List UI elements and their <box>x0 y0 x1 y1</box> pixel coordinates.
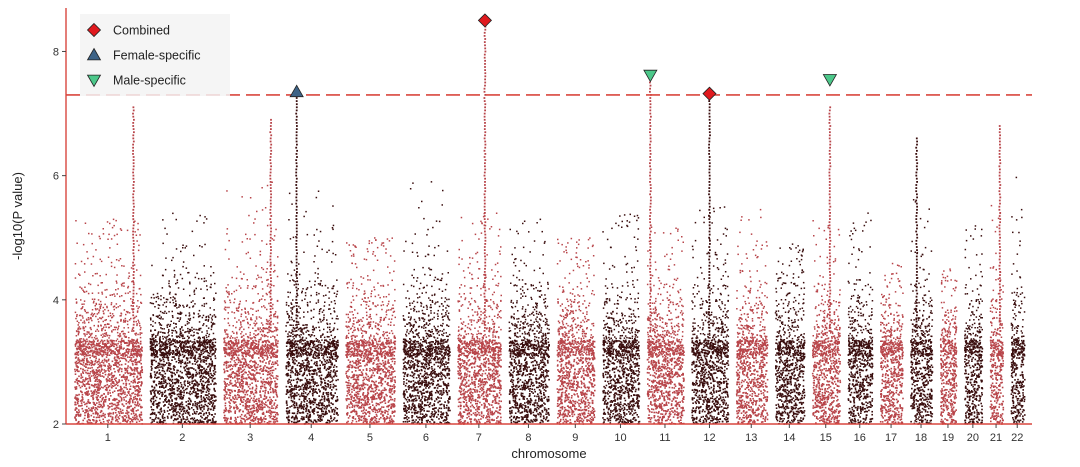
legend-marker-male-specific <box>86 74 102 88</box>
x-tick-label-chr-11: 11 <box>659 432 670 444</box>
x-tick-label-chr-13: 13 <box>745 432 757 444</box>
signal-column-chr3 <box>269 118 273 332</box>
x-tick-label-chr-15: 15 <box>820 432 832 444</box>
x-tick-label-chr-2: 2 <box>179 432 185 444</box>
snp-marker-combined-chr7 <box>477 13 492 28</box>
legend: Combined Female-specific Male-specific <box>80 14 230 96</box>
x-tick-label-chr-14: 14 <box>783 432 795 444</box>
legend-label-combined: Combined <box>113 24 170 38</box>
x-tick-label-chr-22: 22 <box>1011 432 1023 444</box>
x-axis-title: chromosome <box>511 446 586 461</box>
chromosome-1-points <box>74 218 144 425</box>
signal-columns <box>132 25 1002 332</box>
signal-column-chr11 <box>649 75 652 332</box>
legend-items: Combined Female-specific Male-specific <box>86 22 201 88</box>
y-tick-label: 6 <box>53 171 59 183</box>
signal-column-chr18 <box>915 137 919 332</box>
chromosome-9-points <box>556 237 596 425</box>
snp-marker-male-specific-chr11 <box>643 69 658 83</box>
x-tick-label-chr-19: 19 <box>942 432 954 444</box>
chromosome-20-points <box>964 225 984 425</box>
x-tick-label-chr-6: 6 <box>423 432 429 444</box>
chromosome-13-points <box>735 208 769 425</box>
chromosome-4-points <box>285 190 339 425</box>
snp-points <box>74 176 1026 425</box>
snp-marker-female-specific-chr4 <box>289 84 304 98</box>
x-tick-label-chr-21: 21 <box>990 432 1002 444</box>
signal-column-chr12 <box>708 94 711 332</box>
y-tick-label: 2 <box>53 419 59 431</box>
snp-marker-male-specific-chr15 <box>822 74 838 87</box>
x-tick-label-chr-10: 10 <box>614 432 626 444</box>
chromosome-18-points <box>910 199 934 425</box>
y-tick-label: 8 <box>53 46 59 58</box>
x-tick-label-chr-9: 9 <box>572 432 578 444</box>
chromosome-22-points <box>1010 176 1026 425</box>
y-axis-ticks: 2 4 6 8 <box>53 46 66 431</box>
x-tick-label-chr-12: 12 <box>703 432 715 444</box>
chromosome-7-points <box>457 212 502 425</box>
x-tick-label-chr-17: 17 <box>885 432 897 444</box>
x-tick-label-chr-8: 8 <box>525 432 531 444</box>
highlighted-snp-markers <box>289 13 838 101</box>
y-axis-title: -log10(P value) <box>10 172 25 260</box>
x-tick-label-chr-3: 3 <box>247 432 253 444</box>
legend-label-female-specific: Female-specific <box>113 49 201 63</box>
chromosome-16-points <box>847 212 874 425</box>
chromosome-14-points <box>774 243 806 425</box>
x-tick-label-chr-4: 4 <box>308 432 314 444</box>
chromosome-19-points <box>939 268 958 425</box>
x-tick-label-chr-20: 20 <box>967 432 979 444</box>
x-tick-label-chr-7: 7 <box>476 432 482 444</box>
x-tick-label-chr-18: 18 <box>915 432 927 444</box>
legend-marker-combined <box>86 22 102 38</box>
x-axis-ticks: 1 2 3 4 5 6 7 8 9 10 11 12 13 14 15 16 17 18 19 20 21 22 <box>105 424 1023 444</box>
signal-column-chr15 <box>828 106 832 332</box>
legend-marker-female-specific <box>86 47 102 61</box>
legend-background <box>80 14 230 96</box>
x-tick-label-chr-1: 1 <box>105 432 111 444</box>
legend-label-male-specific: Male-specific <box>113 74 186 88</box>
signal-column-chr21 <box>998 125 1002 332</box>
signal-column-chr4 <box>295 94 299 332</box>
chromosome-11-points <box>646 226 685 425</box>
chromosome-17-points <box>879 262 904 425</box>
chromosome-2-points <box>149 212 217 425</box>
x-tick-label-chr-5: 5 <box>367 432 373 444</box>
chromosome-21-points <box>989 204 1005 425</box>
chromosome-8-points <box>508 218 550 425</box>
x-tick-label-chr-16: 16 <box>854 432 866 444</box>
chromosome-6-points <box>402 181 451 425</box>
signal-column-chr7 <box>483 25 487 332</box>
snp-marker-combined-chr12 <box>702 86 717 101</box>
y-tick-label: 4 <box>53 295 59 307</box>
chromosome-5-points <box>345 237 397 425</box>
chromosome-10-points <box>602 213 641 425</box>
chromosome-15-points <box>811 220 842 425</box>
signal-column-chr1 <box>132 106 135 332</box>
